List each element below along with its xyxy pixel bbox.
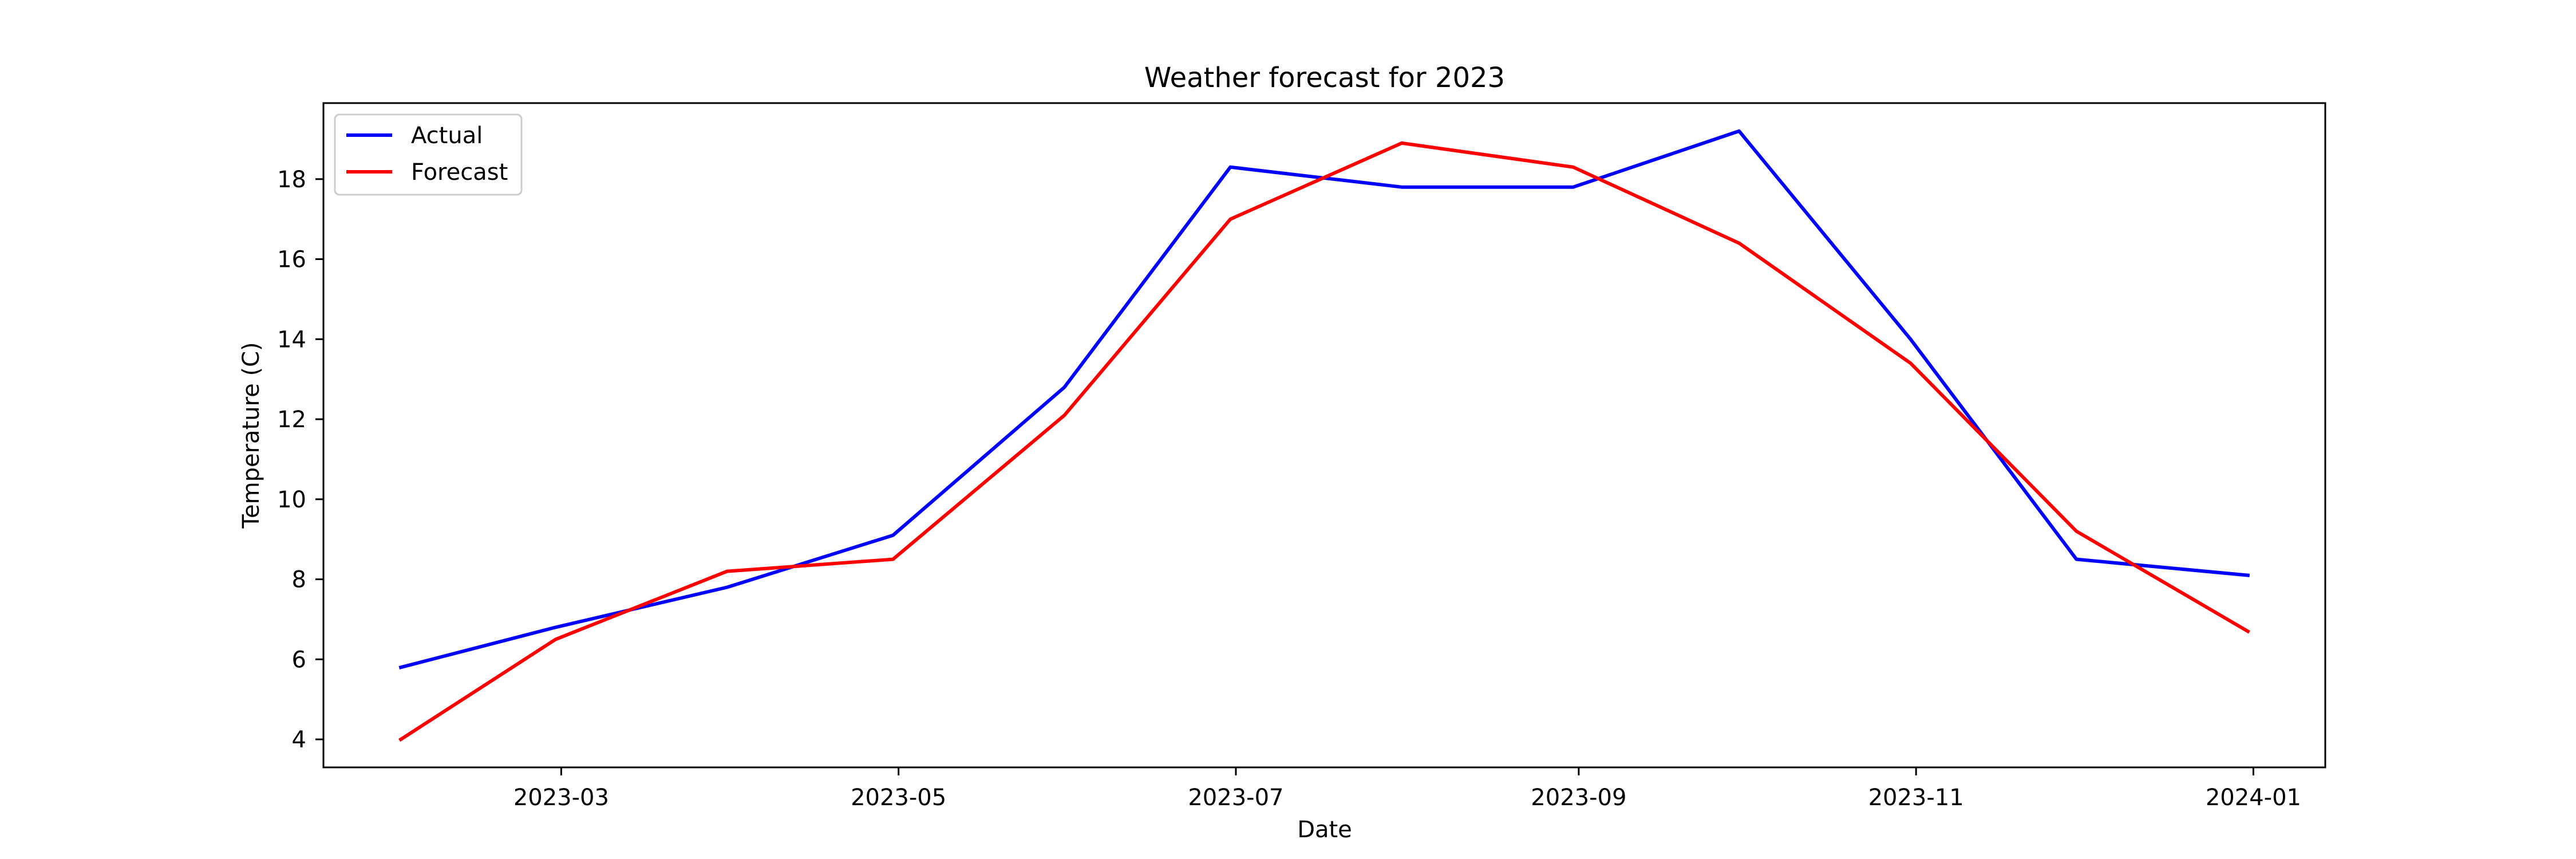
legend-label-forecast: Forecast	[411, 159, 508, 186]
y-tick-label: 16	[277, 247, 306, 273]
plot-frame	[322, 102, 2326, 769]
x-tick-label: 2024-01	[2206, 785, 2301, 811]
x-tick-label: 2023-03	[513, 785, 609, 811]
x-tick-label: 2023-05	[851, 785, 946, 811]
legend: Actual Forecast	[334, 113, 523, 196]
x-tick-label: 2023-07	[1188, 785, 1283, 811]
y-tick-label: 14	[277, 326, 306, 353]
series-line-actual	[398, 129, 2250, 669]
y-tick-label: 6	[292, 647, 306, 673]
chart-title: Weather forecast for 2023	[1144, 62, 1505, 94]
series-line-forecast	[398, 141, 2250, 742]
x-axis-label: Date	[1297, 817, 1352, 843]
y-tick-label: 8	[292, 567, 306, 593]
x-axis: 2023-03 2023-05 2023-07 2023-09 2023-11 2024-…	[513, 767, 2301, 811]
series-layer	[398, 129, 2250, 742]
y-axis-label: Temperature (C)	[238, 342, 264, 529]
legend-label-actual: Actual	[411, 123, 483, 149]
y-tick-label: 12	[277, 407, 306, 433]
y-tick-label: 4	[292, 727, 306, 753]
y-axis: 4 6 8 10 12 14 16 18	[277, 167, 323, 753]
y-tick-label: 18	[277, 167, 306, 193]
y-tick-label: 10	[277, 487, 306, 513]
x-tick-label: 2023-09	[1531, 785, 1626, 811]
x-tick-label: 2023-11	[1868, 785, 1964, 811]
